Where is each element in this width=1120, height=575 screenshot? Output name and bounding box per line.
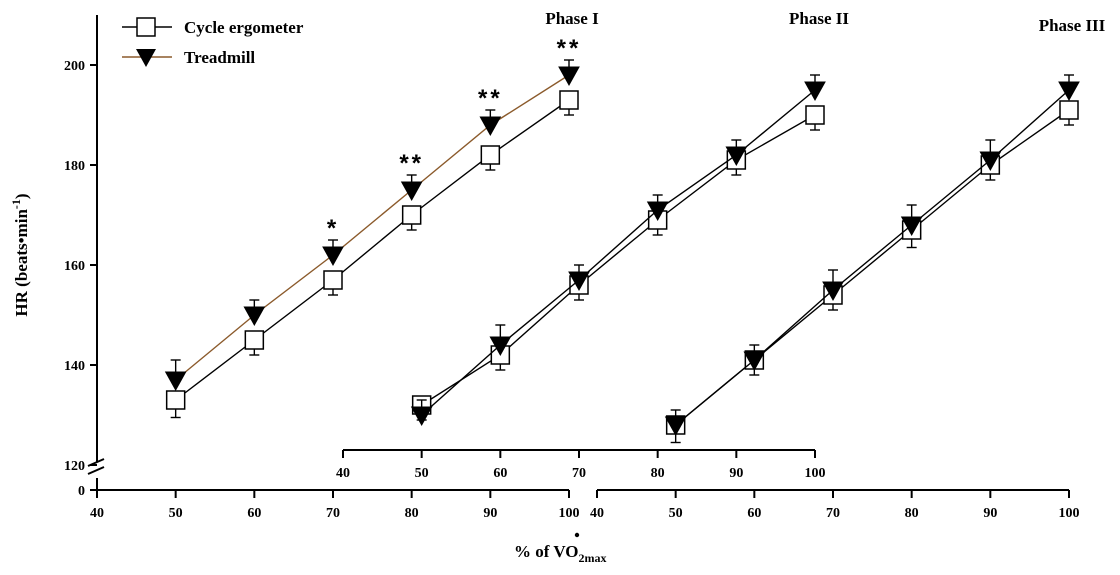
treadmill-point bbox=[725, 146, 748, 167]
treadmill-point bbox=[979, 151, 1002, 172]
x-tick-label: 90 bbox=[729, 466, 743, 481]
x-tick-label: 80 bbox=[651, 466, 665, 481]
x-tick-label: 40 bbox=[90, 506, 104, 521]
treadmill-point bbox=[664, 416, 687, 437]
x-tick-label: 80 bbox=[905, 506, 919, 521]
x-tick-label: 40 bbox=[336, 466, 350, 481]
x-tick-label: 70 bbox=[826, 506, 840, 521]
cycle-point bbox=[1059, 100, 1079, 120]
cycle-point bbox=[244, 330, 265, 350]
x-tick-label: 60 bbox=[247, 506, 261, 521]
cycle-point bbox=[401, 205, 422, 225]
phase-label: Phase III bbox=[1039, 16, 1106, 35]
treadmill-point bbox=[164, 371, 187, 392]
legend-label: Cycle ergometer bbox=[184, 18, 304, 37]
x-tick-label: 50 bbox=[669, 506, 683, 521]
y-tick-label: 0 bbox=[78, 484, 85, 499]
treadmill-line bbox=[675, 89, 1070, 426]
x-tick-label: 80 bbox=[405, 506, 419, 521]
treadmill-point bbox=[743, 351, 766, 372]
axes-layer: 0 120 140 160 180 200 40 50 60 70 80 90 100 40 50 60 70 8… bbox=[64, 15, 1080, 521]
legend-marker-square bbox=[136, 17, 156, 37]
cycle-line bbox=[421, 114, 816, 406]
cycle-point bbox=[323, 270, 343, 290]
cycle-point bbox=[805, 105, 825, 125]
x-tick-label: 70 bbox=[572, 466, 586, 481]
x-tick-label: 40 bbox=[590, 506, 604, 521]
x-tick-label: 50 bbox=[415, 466, 429, 481]
y-tick-label: 180 bbox=[64, 159, 85, 174]
x-tick-label: 70 bbox=[326, 506, 340, 521]
y-tick-label: 160 bbox=[64, 259, 85, 274]
legend: Cycle ergometer Treadmill bbox=[122, 17, 304, 67]
phase-label: Phase II bbox=[789, 9, 849, 28]
treadmill-point bbox=[900, 216, 923, 237]
y-tick-label: 200 bbox=[64, 59, 85, 74]
treadmill-point bbox=[558, 66, 580, 87]
cycle-point bbox=[165, 390, 186, 410]
vo2-dot-accent bbox=[574, 532, 580, 538]
treadmill-point bbox=[489, 336, 512, 357]
treadmill-point bbox=[400, 181, 423, 202]
treadmill-point bbox=[822, 281, 844, 302]
treadmill-point bbox=[646, 201, 669, 222]
y-tick-label: 140 bbox=[64, 359, 85, 374]
significance-marker: ** bbox=[478, 85, 503, 112]
y-tick-label: 120 bbox=[64, 459, 85, 474]
treadmill-point bbox=[243, 306, 266, 327]
significance-marker: * bbox=[327, 215, 339, 242]
series-layer bbox=[164, 59, 1080, 444]
x-tick-label: 100 bbox=[805, 466, 826, 481]
cycle-point bbox=[480, 145, 501, 165]
treadmill-line bbox=[421, 89, 816, 416]
treadmill-point bbox=[479, 116, 502, 137]
treadmill-point bbox=[1058, 81, 1080, 102]
x-axis-title: % of VO2max bbox=[514, 542, 607, 565]
cycle-line bbox=[175, 99, 570, 401]
treadmill-point bbox=[410, 406, 433, 427]
significance-marker: ** bbox=[399, 150, 424, 177]
treadmill-point bbox=[804, 81, 826, 102]
significance-marker: ** bbox=[557, 35, 582, 62]
x-tick-label: 60 bbox=[493, 466, 507, 481]
x-tick-label: 50 bbox=[169, 506, 183, 521]
x-tick-label: 100 bbox=[1059, 506, 1080, 521]
x-tick-label: 90 bbox=[983, 506, 997, 521]
x-tick-label: 60 bbox=[747, 506, 761, 521]
treadmill-point bbox=[568, 271, 590, 292]
treadmill-line bbox=[175, 74, 570, 381]
x-tick-label: 100 bbox=[559, 506, 580, 521]
phase-label: Phase I bbox=[545, 9, 599, 28]
x-tick-label: 90 bbox=[483, 506, 497, 521]
legend-label: Treadmill bbox=[184, 48, 255, 67]
legend-marker-triangle bbox=[136, 49, 156, 67]
y-axis-title: HR (beats•min-1) bbox=[9, 193, 31, 316]
treadmill-point bbox=[322, 246, 344, 267]
cycle-point bbox=[559, 90, 579, 110]
